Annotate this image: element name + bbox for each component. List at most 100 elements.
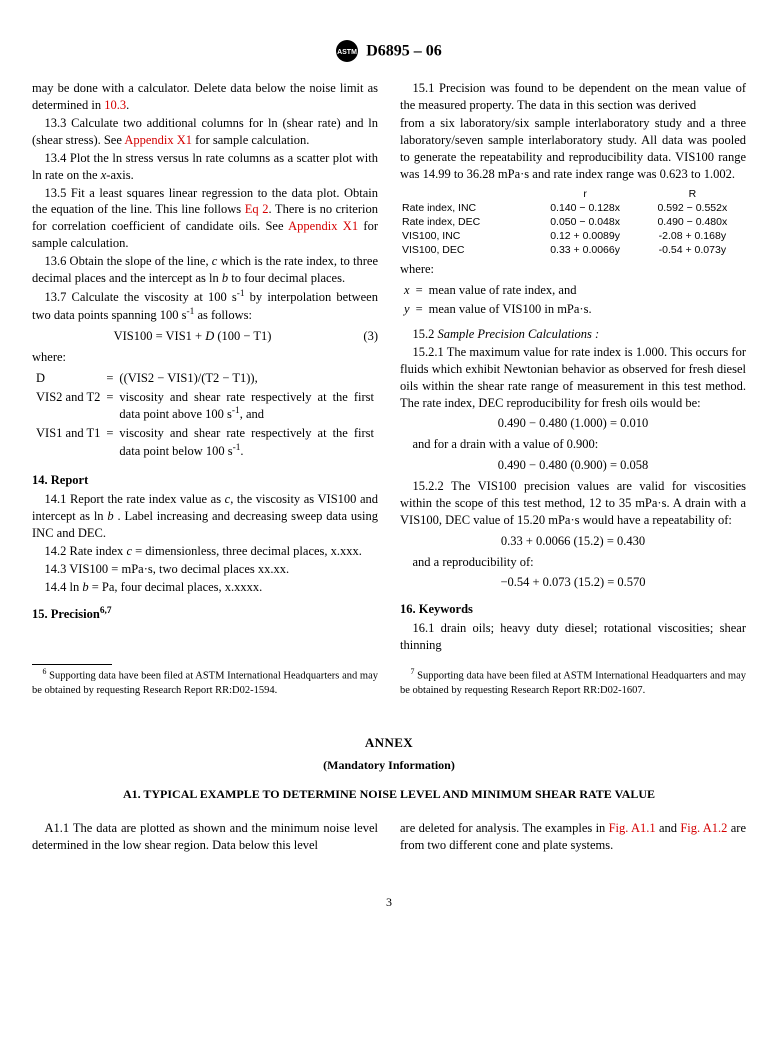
txt: and [656, 821, 681, 835]
table-row: y = mean value of VIS100 in mPa·s. [402, 301, 594, 318]
sym-y: y [402, 301, 412, 318]
cell: Rate index, INC [400, 201, 531, 215]
val-V2: viscosity and shear rate respectively at… [117, 389, 376, 424]
eq-b: 0.490 − 0.480 (0.900) = 0.058 [400, 457, 746, 474]
eq3: VIS100 = VIS1 + D (100 − T1) (3) [32, 328, 378, 345]
txt: 13.4 Plot the ln stress versus ln rate c… [32, 151, 378, 182]
val-x: mean value of rate index, and [427, 282, 594, 299]
txt: are deleted for analysis. The examples i… [400, 821, 609, 835]
table-row: D = ((VIS2 − VIS1)/(T2 − T1)), [34, 370, 376, 387]
eq3-num: (3) [353, 328, 378, 345]
cell: 0.12 + 0.0089y [531, 229, 638, 243]
p14-3: 14.3 VIS100 = mPa·s, two decimal places … [32, 561, 378, 578]
cell: 0.33 + 0.0066y [531, 243, 638, 257]
txt: VIS100 = VIS1 + [114, 329, 206, 343]
body-columns: may be done with a calculator. Delete da… [32, 80, 746, 654]
ref-ax1b: Appendix X1 [288, 219, 358, 233]
p13-6: 13.6 Obtain the slope of the line, c whi… [32, 253, 378, 287]
sup-m1a: -1 [237, 289, 245, 299]
ref-figA12: Fig. A1.2 [680, 821, 727, 835]
table-row: VIS100, DEC0.33 + 0.0066y-0.54 + 0.073y [400, 243, 746, 257]
astm-logo-icon: ASTM [336, 40, 358, 62]
s15-sup: 6,7 [100, 606, 112, 616]
eq-sign: = [104, 389, 115, 424]
txt: 15. Precision [32, 608, 100, 622]
p13-3: 13.3 Calculate two additional columns fo… [32, 115, 378, 149]
txt: = Pa, four decimal places, x.xxxx. [89, 580, 263, 594]
p13-5: 13.5 Fit a least squares linear regressi… [32, 185, 378, 253]
txt: viscosity and shear rate respectively at… [119, 426, 374, 458]
txt: Supporting data have been filed at ASTM … [400, 670, 746, 695]
cell: Rate index, DEC [400, 215, 531, 229]
ref-figA11: Fig. A1.1 [609, 821, 656, 835]
txt: 14.1 Report the rate index value as [45, 492, 225, 506]
where: where: [32, 349, 378, 366]
sym-D: D [34, 370, 102, 387]
where2: where: [400, 261, 746, 278]
p13-7: 13.7 Calculate the viscosity at 100 s-1 … [32, 288, 378, 324]
annex-columns: A1.1 The data are plotted as shown and t… [32, 820, 746, 855]
val-V1: viscosity and shear rate respectively at… [117, 425, 376, 460]
txt: 14.4 ln [45, 580, 83, 594]
hdr-r: r [531, 187, 638, 201]
ref-ax1: Appendix X1 [124, 133, 192, 147]
p15-2-2: 15.2.2 The VIS100 precision values are v… [400, 478, 746, 529]
txt: . [126, 98, 129, 112]
p15-2: 15.2 Sample Precision Calculations : [400, 326, 746, 343]
fn7: 7 Supporting data have been filed at AST… [400, 667, 746, 698]
sup: -1 [232, 406, 240, 416]
table-row: Rate index, INC0.140 − 0.128x0.592 − 0.5… [400, 201, 746, 215]
table-row: VIS1 and T1 = viscosity and shear rate r… [34, 425, 376, 460]
p15-1-cont: from a six laboratory/six sample interla… [400, 115, 746, 183]
cell: VIS100, INC [400, 229, 531, 243]
p15-2-1: 15.2.1 The maximum value for rate index … [400, 344, 746, 412]
txt: . [240, 444, 243, 458]
cell: 0.140 − 0.128x [531, 201, 638, 215]
table-row: r R [400, 187, 746, 201]
pA1-1: A1.1 The data are plotted as shown and t… [32, 820, 378, 854]
eq-sign: = [104, 370, 115, 387]
s14: 14. Report [32, 472, 378, 489]
annex-sub: (Mandatory Information) [32, 757, 746, 773]
sym-x: x [402, 282, 412, 299]
precision-table: r R Rate index, INC0.140 − 0.128x0.592 −… [400, 187, 746, 258]
val-y: mean value of VIS100 in mPa·s. [427, 301, 594, 318]
eq-d: −0.54 + 0.073 (15.2) = 0.570 [400, 574, 746, 591]
cell: 0.490 − 0.480x [639, 215, 746, 229]
p14-4: 14.4 ln b = Pa, four decimal places, x.x… [32, 579, 378, 596]
txt: , and [240, 408, 264, 422]
cell: 0.592 − 0.552x [639, 201, 746, 215]
table-row: VIS100, INC0.12 + 0.0089y-2.08 + 0.168y [400, 229, 746, 243]
sym-V1: VIS1 and T1 [34, 425, 102, 460]
table-row: x = mean value of rate index, and [402, 282, 594, 299]
p-and2: and a reproducibility of: [400, 554, 746, 571]
s15: 15. Precision6,7 [32, 605, 378, 623]
svg-text:ASTM: ASTM [337, 49, 357, 56]
table-row: VIS2 and T2 = viscosity and shear rate r… [34, 389, 376, 424]
annex-title: A1. TYPICAL EXAMPLE TO DETERMINE NOISE L… [32, 786, 746, 802]
hdr-R: R [639, 187, 746, 201]
s15-2-title: Sample Precision Calculations : [438, 327, 600, 341]
p15-1: 15.1 Precision was found to be dependent… [400, 80, 746, 114]
txt: 13.7 Calculate the viscosity at 100 s [45, 290, 237, 304]
txt: (100 − T1) [214, 329, 271, 343]
annex-header: ANNEX [32, 734, 746, 752]
txt: 14.2 Rate index [45, 544, 127, 558]
p13-4: 13.4 Plot the ln stress versus ln rate c… [32, 150, 378, 184]
cell: 0.050 − 0.048x [531, 215, 638, 229]
p14-1: 14.1 Report the rate index value as c, t… [32, 491, 378, 542]
cell: VIS100, DEC [400, 243, 531, 257]
eq-sign: = [414, 282, 425, 299]
txt: may be done with a calculator. Delete da… [32, 81, 378, 112]
p14-2: 14.2 Rate index c = dimensionless, three… [32, 543, 378, 560]
designation: D6895 – 06 [366, 43, 442, 60]
eq-c: 0.33 + 0.0066 (15.2) = 0.430 [400, 533, 746, 550]
txt: = dimensionless, three decimal places, x… [132, 544, 362, 558]
defs-table: D = ((VIS2 − VIS1)/(T2 − T1)), VIS2 and … [32, 368, 378, 463]
num: 15.2 [413, 327, 438, 341]
page-header: ASTM D6895 – 06 [32, 40, 746, 62]
ref-10-3: 10.3 [104, 98, 126, 112]
fn6: 6 Supporting data have been filed at AST… [32, 667, 378, 698]
txt: 13.6 Obtain the slope of the line, [45, 254, 212, 268]
footnotes: 6 Supporting data have been filed at AST… [32, 667, 746, 698]
